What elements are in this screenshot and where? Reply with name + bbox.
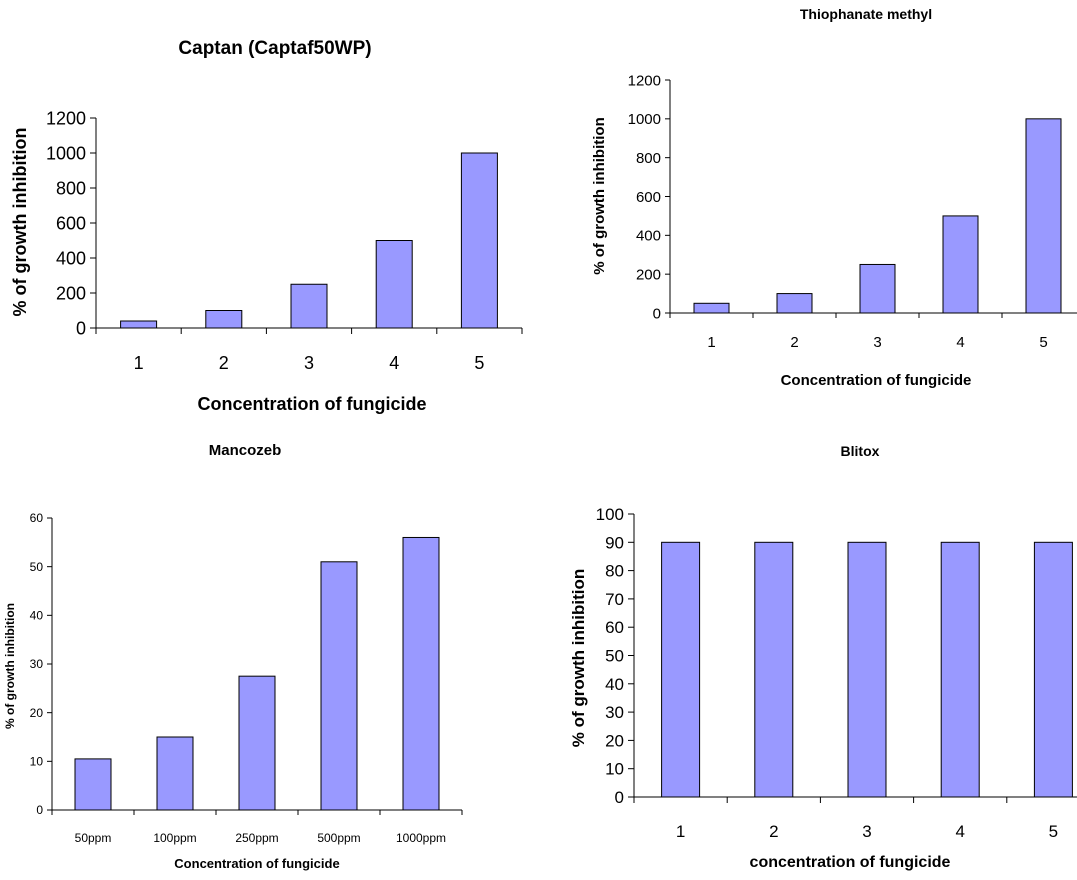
x-tick-label: 5 xyxy=(1039,334,1047,351)
y-tick-label: 40 xyxy=(30,609,44,623)
y-tick-label: 1000 xyxy=(46,143,86,163)
y-tick-label: 60 xyxy=(605,618,624,637)
y-tick-label: 100 xyxy=(596,505,624,524)
bar-2 xyxy=(754,541,794,798)
y-axis-label: % of growth inhibition xyxy=(3,603,17,729)
bar-4 xyxy=(940,541,980,798)
x-tick-label: 1 xyxy=(676,822,685,841)
bar-5 xyxy=(1025,118,1062,314)
y-tick-label: 800 xyxy=(636,150,661,167)
x-tick-label: 5 xyxy=(1049,822,1058,841)
y-tick-label: 80 xyxy=(605,562,624,581)
x-tick-label: 3 xyxy=(873,334,881,351)
x-tick-label: 1 xyxy=(707,334,715,351)
bar-1 xyxy=(120,320,158,329)
y-tick-label: 600 xyxy=(636,189,661,206)
x-axis-label: concentration of fungicide xyxy=(750,854,951,871)
x-tick-label: 4 xyxy=(956,334,964,351)
y-tick-label: 400 xyxy=(636,228,661,245)
x-axis-label: Concentration of fungicide xyxy=(174,856,339,871)
chart-4: Blitox 0 10 20 30 40 50 60 70 80 90 100 1 2 3 4 5 concent… xyxy=(569,443,1077,871)
x-tick-label: 100ppm xyxy=(153,831,196,845)
y-tick-label: 200 xyxy=(636,266,661,283)
x-tick-label: 2 xyxy=(790,334,798,351)
bar-4 xyxy=(942,215,979,314)
bar-4 xyxy=(320,561,358,811)
bar-1 xyxy=(74,758,112,811)
y-tick-label: 20 xyxy=(30,706,44,720)
y-tick-label: 1000 xyxy=(628,111,661,128)
x-tick-label: 1000ppm xyxy=(396,831,446,845)
y-tick-label: 200 xyxy=(56,283,86,303)
y-tick-label: 1200 xyxy=(46,108,86,128)
chart-title: Blitox xyxy=(841,443,880,459)
y-tick-label: 800 xyxy=(56,178,86,198)
chart-title: Thiophanate methyl xyxy=(800,6,932,22)
y-tick-label: 0 xyxy=(615,788,624,807)
x-tick-label: 3 xyxy=(304,353,314,373)
y-tick-label: 70 xyxy=(605,590,624,609)
y-tick-label: 0 xyxy=(36,803,43,817)
bar-3 xyxy=(238,675,276,811)
y-tick-label: 20 xyxy=(605,731,624,750)
y-tick-label: 10 xyxy=(30,755,44,769)
bar-2 xyxy=(156,736,194,811)
bar-5 xyxy=(460,152,498,329)
bar-3 xyxy=(290,283,328,329)
y-tick-label: 0 xyxy=(653,305,661,322)
y-tick-label: 400 xyxy=(56,248,86,268)
y-tick-label: 40 xyxy=(605,675,624,694)
chart-2: Thiophanate methyl 0 200 400 600 800 1000 1200 1… xyxy=(591,6,1077,389)
y-tick-label: 30 xyxy=(30,657,44,671)
y-tick-label: 600 xyxy=(56,213,86,233)
chart-3: Mancozeb 0 10 20 30 40 50 60 50ppm 100ppm 250ppm 50… xyxy=(3,442,463,871)
y-tick-label: 0 xyxy=(76,318,86,338)
chart-1: Captan (Captaf50WP) 0 200 400 600 800 1000 1200… xyxy=(10,38,523,414)
x-tick-label: 3 xyxy=(862,822,871,841)
bar-2 xyxy=(205,310,243,329)
x-tick-label: 1 xyxy=(134,353,144,373)
bar-1 xyxy=(693,302,730,314)
x-tick-label: 50ppm xyxy=(75,831,112,845)
y-axis-label: % of growth inhibition xyxy=(10,128,30,317)
y-tick-label: 30 xyxy=(605,703,624,722)
y-tick-label: 50 xyxy=(30,560,44,574)
bar-3 xyxy=(847,541,887,798)
x-tick-label: 500ppm xyxy=(317,831,360,845)
x-tick-label: 2 xyxy=(769,822,778,841)
bar-4 xyxy=(375,240,413,329)
x-tick-label: 4 xyxy=(955,822,964,841)
y-tick-label: 1200 xyxy=(628,72,661,89)
x-axis-label: Concentration of fungicide xyxy=(198,394,427,414)
x-tick-label: 2 xyxy=(219,353,229,373)
bar-1 xyxy=(661,541,701,798)
y-tick-label: 10 xyxy=(605,760,624,779)
x-tick-label: 5 xyxy=(474,353,484,373)
bar-5 xyxy=(402,536,440,811)
y-tick-label: 90 xyxy=(605,533,624,552)
x-axis-label: Concentration of fungicide xyxy=(781,372,972,389)
y-tick-label: 50 xyxy=(605,646,624,665)
chart-title: Captan (Captaf50WP) xyxy=(178,38,371,59)
bar-2 xyxy=(776,293,813,314)
bar-3 xyxy=(859,263,896,314)
y-tick-label: 60 xyxy=(30,511,44,525)
chart-title: Mancozeb xyxy=(209,442,282,459)
x-tick-label: 250ppm xyxy=(235,831,278,845)
x-tick-label: 4 xyxy=(389,353,399,373)
bar-5 xyxy=(1033,541,1073,798)
y-axis-label: % of growth inhibition xyxy=(591,117,608,274)
y-axis-label: % of growth inhibition xyxy=(569,569,588,747)
